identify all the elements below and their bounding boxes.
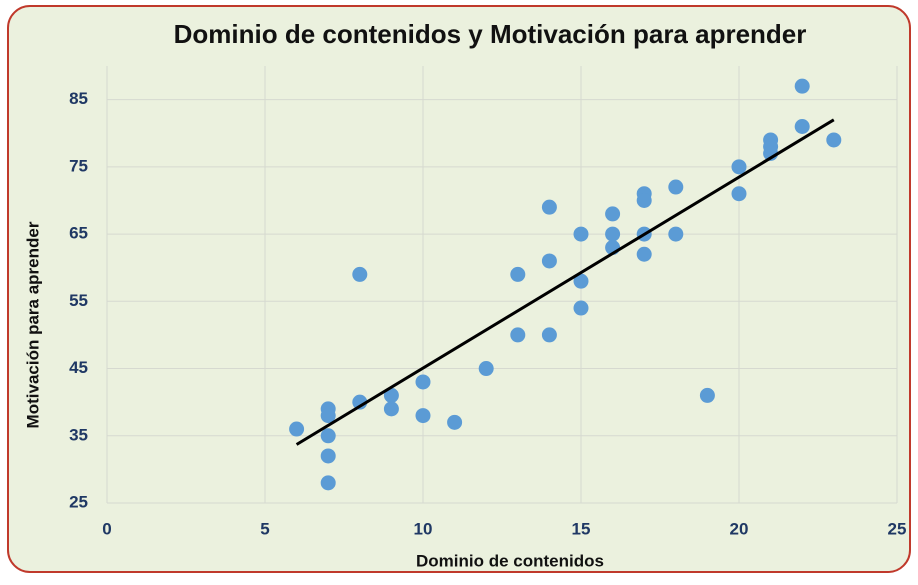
y-tick-label: 25 — [69, 492, 88, 511]
point — [320, 428, 336, 444]
chart-title: Dominio de contenidos y Motivación para … — [174, 19, 807, 49]
x-axis-label: Dominio de contenidos — [416, 551, 604, 570]
point — [826, 132, 842, 148]
x-tick-label: 20 — [730, 519, 749, 538]
point — [731, 186, 747, 202]
point — [605, 206, 621, 222]
point — [541, 199, 557, 215]
y-tick-label: 75 — [69, 156, 88, 175]
point — [415, 408, 431, 424]
chart-frame — [7, 5, 911, 573]
point — [541, 327, 557, 343]
point — [794, 119, 810, 135]
point — [510, 327, 526, 343]
point — [320, 448, 336, 464]
point — [636, 246, 652, 262]
point — [731, 159, 747, 175]
point — [383, 401, 399, 417]
point — [605, 226, 621, 242]
point — [573, 273, 589, 289]
point — [541, 253, 557, 269]
point — [668, 179, 684, 195]
x-tick-label: 25 — [888, 519, 907, 538]
y-axis-label: Motivación para aprender — [23, 221, 42, 428]
point — [794, 78, 810, 94]
point — [573, 300, 589, 316]
point — [699, 387, 715, 403]
y-tick-label: 65 — [69, 224, 88, 243]
y-tick-label: 85 — [69, 89, 88, 108]
y-tick-label: 55 — [69, 291, 88, 310]
x-tick-label: 10 — [414, 519, 433, 538]
point — [289, 421, 305, 437]
point — [636, 192, 652, 208]
point — [352, 394, 368, 410]
point — [320, 408, 336, 424]
x-tick-label: 15 — [572, 519, 591, 538]
point — [510, 266, 526, 282]
point — [383, 387, 399, 403]
x-tick-label: 0 — [102, 519, 111, 538]
point — [447, 414, 463, 430]
point — [352, 266, 368, 282]
x-tick-label: 5 — [260, 519, 269, 538]
point — [478, 361, 494, 377]
point — [320, 475, 336, 491]
point — [668, 226, 684, 242]
trendline — [295, 118, 835, 446]
point — [415, 374, 431, 390]
y-tick-label: 45 — [69, 358, 88, 377]
y-tick-label: 35 — [69, 425, 88, 444]
point — [573, 226, 589, 242]
